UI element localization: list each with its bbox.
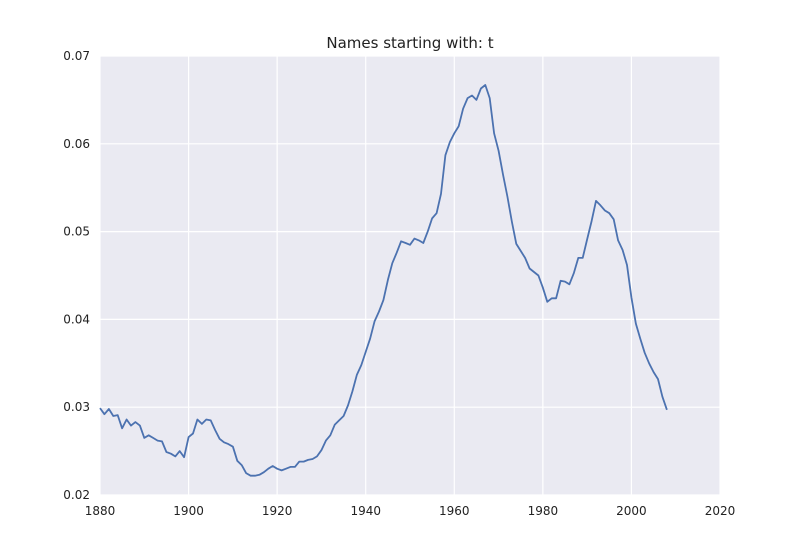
chart-title: Names starting with: t: [326, 34, 493, 52]
x-tick-label: 1920: [262, 504, 293, 518]
x-tick-label: 2020: [705, 504, 736, 518]
y-tick-label: 0.02: [63, 488, 90, 502]
plot-area: [100, 56, 720, 495]
x-axis-ticks: 1880 1900 1920 1940 1960 1980 2000 2020: [85, 504, 736, 518]
x-tick-label: 1960: [439, 504, 470, 518]
y-tick-label: 0.06: [63, 137, 90, 151]
series-line: [99, 84, 668, 477]
grid-lines: [99, 55, 721, 496]
y-axis-ticks: 0.02 0.03 0.04 0.05 0.06 0.07: [63, 49, 90, 502]
series-layer: [99, 84, 668, 477]
x-tick-label: 1940: [350, 504, 381, 518]
y-tick-label: 0.03: [63, 400, 90, 414]
y-tick-label: 0.07: [63, 49, 90, 63]
x-tick-label: 1900: [173, 504, 204, 518]
y-tick-label: 0.04: [63, 312, 90, 326]
x-tick-label: 1880: [85, 504, 116, 518]
x-tick-label: 2000: [616, 504, 647, 518]
x-tick-label: 1980: [528, 504, 559, 518]
y-tick-label: 0.05: [63, 225, 90, 239]
